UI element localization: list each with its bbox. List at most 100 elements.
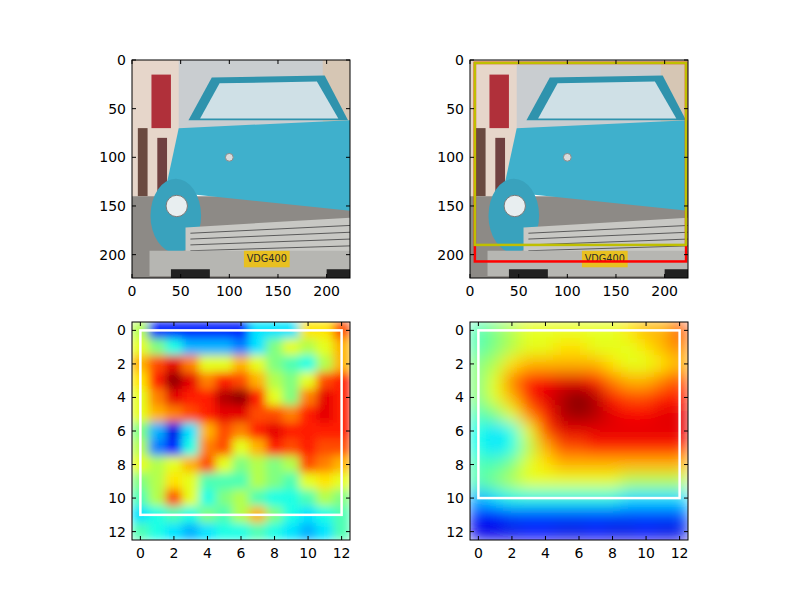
car-roof — [526, 76, 686, 121]
heatmap-cell — [503, 372, 520, 389]
x-tick — [173, 536, 174, 540]
heatmap-cell — [503, 523, 520, 540]
heatmap-cell — [621, 506, 638, 523]
heatmap-cell — [486, 389, 503, 406]
y-tick-label: 100 — [99, 149, 126, 165]
heatmap-cell — [266, 338, 283, 355]
heatmap-cell — [316, 422, 333, 439]
y-tick-label: 4 — [117, 389, 126, 405]
y-tick — [470, 330, 474, 331]
heatmap-cell — [554, 338, 571, 355]
heatmap-cell — [587, 439, 604, 456]
axes: 024681012024681012 — [108, 322, 350, 561]
y-tick — [684, 205, 688, 206]
x-tick — [470, 60, 471, 64]
heatmap-cell — [637, 406, 654, 423]
heatmap-cell — [232, 473, 249, 490]
heatmap-cell — [148, 372, 165, 389]
heatmap-cell — [537, 506, 554, 523]
heatmap-cell — [148, 406, 165, 423]
x-tick — [478, 322, 479, 326]
y-tick — [470, 397, 474, 398]
heatmap-cell — [148, 338, 165, 355]
heatmap-cell — [537, 456, 554, 473]
y-tick-label: 0 — [455, 52, 464, 68]
heatmap-cell — [671, 523, 688, 540]
x-tick — [180, 274, 181, 278]
heatmap-cell — [182, 473, 199, 490]
heatmap-cell — [486, 422, 503, 439]
heatmap-cell — [486, 456, 503, 473]
x-tick — [173, 322, 174, 326]
heatmap-cell — [249, 439, 266, 456]
plot-area: VDG400 — [470, 60, 688, 278]
x-tick-label: 150 — [603, 283, 630, 299]
heatmap-cell — [216, 523, 233, 540]
y-tick — [470, 60, 474, 61]
heatmap-cell — [554, 389, 571, 406]
y-tick — [346, 254, 350, 255]
heatmap-cell — [148, 456, 165, 473]
x-tick-label: 8 — [608, 545, 617, 561]
x-tick — [664, 60, 665, 64]
heatmap-cell — [266, 422, 283, 439]
x-tick — [229, 60, 230, 64]
heatmap-cell — [283, 473, 300, 490]
heatmap-cell — [503, 406, 520, 423]
heatmap-cell — [182, 456, 199, 473]
heatmap-cell — [182, 372, 199, 389]
heatmap-cell — [554, 422, 571, 439]
heatmap-cell — [266, 523, 283, 540]
heatmap-cell — [637, 473, 654, 490]
heatmap-cell — [316, 439, 333, 456]
axes: 024681012024681012 — [446, 322, 688, 561]
heatmap-cell — [537, 439, 554, 456]
x-tick-label: 50 — [510, 283, 528, 299]
y-tick-label: 150 — [437, 198, 464, 214]
heatmap-cell — [266, 456, 283, 473]
grille-line — [190, 225, 350, 233]
y-tick — [346, 108, 350, 109]
y-tick — [346, 397, 350, 398]
heatmap-cell — [199, 456, 216, 473]
axes-frame — [132, 60, 350, 278]
x-tick — [511, 536, 512, 540]
heatmap-cell — [587, 372, 604, 389]
heatmap-cell — [537, 523, 554, 540]
heatmap-cell — [216, 338, 233, 355]
heatmap-cell — [266, 355, 283, 372]
heatmap-cell — [232, 389, 249, 406]
heatmap-cell — [232, 355, 249, 372]
heatmap-cell — [621, 523, 638, 540]
heatmap-cell — [232, 338, 249, 355]
heatmap-cell — [299, 338, 316, 355]
heatmap-cell — [621, 422, 638, 439]
heatmap-cell — [570, 406, 587, 423]
heatmap-cell — [316, 523, 333, 540]
heatmap-cell — [216, 489, 233, 506]
heatmap-cell — [621, 389, 638, 406]
x-tick-label: 150 — [265, 283, 292, 299]
y-tick — [132, 531, 136, 532]
x-tick-label: 4 — [541, 545, 550, 561]
heatmap-cell — [621, 372, 638, 389]
heatmap-cell — [216, 473, 233, 490]
heatmap-cell — [486, 506, 503, 523]
hood-ornament — [225, 153, 233, 161]
x-tick — [545, 536, 546, 540]
x-tick-label: 50 — [172, 283, 190, 299]
y-tick — [684, 531, 688, 532]
heatmap-cell — [587, 389, 604, 406]
heatmap-cell — [570, 506, 587, 523]
heatmap-cell — [654, 338, 671, 355]
heatmap-cell — [182, 523, 199, 540]
heatmap-cell — [503, 439, 520, 456]
y-tick-label: 6 — [117, 423, 126, 439]
heatmap-cell — [621, 456, 638, 473]
grille-line — [528, 232, 688, 239]
heatmap-cell — [299, 473, 316, 490]
y-tick — [132, 363, 136, 364]
heatmap-cell — [148, 389, 165, 406]
x-tick — [132, 60, 133, 64]
doorway — [476, 128, 486, 196]
